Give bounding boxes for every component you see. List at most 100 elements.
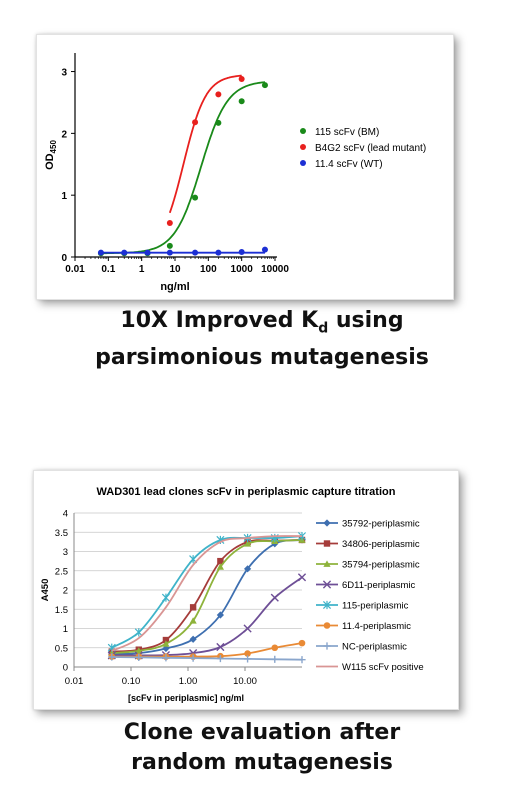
data-point-series-6 bbox=[243, 655, 252, 663]
fit-curve-series-1 bbox=[168, 74, 242, 214]
x-tick-label: 10.00 bbox=[233, 676, 257, 687]
data-point-series-1 bbox=[192, 119, 199, 126]
caption-bottom-line1: Clone evaluation after bbox=[123, 720, 401, 745]
y-tick-label: 3 bbox=[61, 68, 67, 79]
legend-marker-series-1 bbox=[300, 144, 306, 150]
data-point-series-3 bbox=[297, 573, 307, 582]
legend-marker-series-0 bbox=[300, 128, 306, 134]
series-line-2 bbox=[111, 539, 303, 655]
data-point-series-5 bbox=[298, 639, 306, 647]
y-axis-label: OD450 bbox=[44, 140, 58, 170]
x-tick-label: 0.01 bbox=[65, 676, 84, 687]
data-point-series-3 bbox=[243, 624, 252, 633]
dose-response-chart-top: 0 1 2 3 0.01 0.1 1 10 100 1000 10000 ng/ml OD450 115 … bbox=[44, 53, 426, 293]
data-point-series-1 bbox=[189, 604, 197, 611]
data-point-series-6 bbox=[108, 653, 116, 661]
data-point-series-2 bbox=[189, 617, 197, 624]
x-tick-label: 1000 bbox=[231, 264, 254, 275]
data-point-series-0 bbox=[166, 242, 173, 249]
data-point-series-1 bbox=[162, 636, 170, 644]
legend-marker-series-3 bbox=[322, 580, 332, 589]
legend-label-series-4: 115-periplasmic bbox=[342, 601, 409, 612]
data-point-series-2 bbox=[238, 249, 245, 256]
series-line-7 bbox=[111, 535, 303, 652]
x-axis-label: [scFv in periplasmic] ng/ml bbox=[128, 693, 244, 703]
legend-label-series-6: NC-periplasmic bbox=[342, 642, 407, 653]
legend-label-series-3: 6D11-periplasmic bbox=[342, 580, 415, 591]
legend-label-series-7: W115 scFv positive bbox=[342, 662, 424, 673]
data-point-series-2 bbox=[261, 246, 268, 253]
caption-bottom-line2: random mutagenesis bbox=[131, 750, 393, 775]
legend-label-series-2: 11.4 scFv (WT) bbox=[315, 159, 383, 170]
legend-label-series-1: B4G2 scFv (lead mutant) bbox=[315, 143, 426, 154]
legend-marker-series-2 bbox=[323, 560, 331, 567]
data-point-series-5 bbox=[244, 650, 251, 657]
top-chart-panel: 0 1 2 3 0.01 0.1 1 10 100 1000 10000 ng/ml OD450 115 … bbox=[36, 34, 454, 300]
legend-label-series-1: 34806-periplasmic bbox=[342, 539, 420, 550]
legend-label-series-0: 35792-periplasmic bbox=[342, 519, 420, 530]
data-point-series-3 bbox=[216, 642, 225, 652]
legend-label-series-5: 11.4-periplasmic bbox=[342, 621, 411, 632]
data-point-series-4 bbox=[161, 593, 170, 602]
data-point-series-1 bbox=[217, 557, 224, 565]
data-point-series-2 bbox=[97, 249, 104, 256]
y-tick-label: 3 bbox=[63, 547, 68, 558]
x-tick-label: 0.01 bbox=[65, 264, 85, 275]
y-tick-label: 1.5 bbox=[55, 605, 68, 616]
legend-marker-series-0 bbox=[323, 519, 331, 527]
x-tick-label: 1 bbox=[139, 264, 145, 275]
legend-marker-series-6 bbox=[323, 642, 331, 650]
data-point-series-0 bbox=[215, 119, 222, 126]
y-tick-label: 2 bbox=[63, 586, 68, 597]
data-point-series-2 bbox=[121, 249, 128, 256]
data-point-series-6 bbox=[271, 655, 279, 663]
data-point-series-2 bbox=[192, 249, 199, 256]
caption-top: 10X Improved Kd using parsimonious mutag… bbox=[0, 306, 524, 373]
x-tick-label: 1.00 bbox=[179, 676, 198, 687]
y-tick-label: 1 bbox=[63, 624, 68, 635]
legend-marker-series-1 bbox=[323, 540, 331, 547]
data-point-series-1 bbox=[166, 220, 173, 226]
data-point-series-6 bbox=[162, 654, 170, 662]
data-point-series-2 bbox=[215, 249, 222, 256]
legend-marker-series-5 bbox=[323, 622, 331, 629]
x-tick-label: 10000 bbox=[261, 264, 289, 275]
legend-label-series-2: 35794-periplasmic bbox=[342, 560, 420, 571]
y-tick-label: 2 bbox=[61, 129, 67, 140]
data-point-series-0 bbox=[243, 565, 252, 573]
data-point-series-5 bbox=[271, 644, 279, 652]
data-point-series-1 bbox=[215, 91, 222, 98]
data-point-series-6 bbox=[298, 656, 306, 664]
y-tick-label: 0.5 bbox=[55, 643, 68, 654]
x-axis-label: ng/ml bbox=[160, 281, 189, 293]
y-tick-label: 0 bbox=[61, 253, 67, 264]
data-point-series-2 bbox=[135, 647, 143, 654]
x-tick-label: 0.10 bbox=[122, 676, 141, 687]
data-point-series-1 bbox=[238, 75, 245, 82]
data-point-series-6 bbox=[135, 653, 143, 661]
y-tick-label: 4 bbox=[63, 509, 68, 520]
data-point-series-2 bbox=[216, 563, 224, 570]
data-point-series-0 bbox=[238, 98, 245, 105]
x-tick-label: 0.1 bbox=[101, 264, 115, 275]
data-point-series-6 bbox=[216, 654, 224, 663]
y-tick-label: 0 bbox=[63, 663, 68, 674]
data-point-series-4 bbox=[134, 628, 143, 637]
y-tick-label: 1 bbox=[61, 191, 67, 202]
bottom-chart-panel: WAD301 lead clones scFv in periplasmic c… bbox=[33, 470, 459, 710]
series-line-3 bbox=[111, 576, 303, 657]
caption-top-line1: 10X Improved Kd using bbox=[120, 308, 404, 337]
data-point-series-2 bbox=[144, 249, 151, 256]
caption-top-line2: parsimonious mutagenesis bbox=[95, 345, 429, 371]
x-tick-label: 10 bbox=[169, 264, 181, 275]
caption-bottom: Clone evaluation after random mutagenesi… bbox=[0, 718, 524, 778]
data-point-series-2 bbox=[243, 540, 252, 547]
chart-title: WAD301 lead clones scFv in periplasmic c… bbox=[97, 486, 396, 498]
data-point-series-2 bbox=[162, 640, 170, 647]
y-tick-label: 3.5 bbox=[55, 528, 68, 539]
legend-marker-series-4 bbox=[322, 600, 332, 610]
y-tick-label: 2.5 bbox=[55, 566, 68, 577]
data-point-series-3 bbox=[270, 593, 279, 602]
data-point-series-0 bbox=[261, 82, 268, 89]
x-tick-label: 100 bbox=[200, 264, 217, 275]
